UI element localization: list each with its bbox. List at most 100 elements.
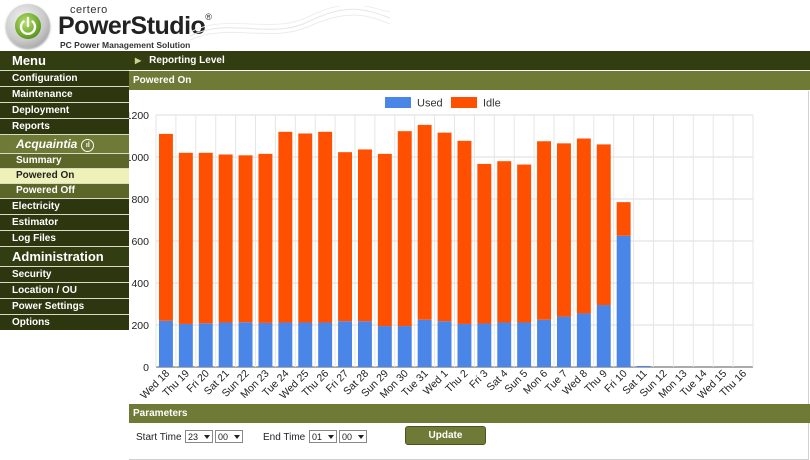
idle-bar [258, 153, 273, 323]
y-tick-label: 0 [143, 362, 149, 374]
y-tick-label: 600 [131, 236, 149, 248]
used-bar [338, 321, 353, 367]
update-button[interactable]: Update [405, 426, 486, 445]
used-bar [616, 235, 631, 367]
idle-bar [218, 154, 233, 323]
parameters-panel: Start Time 23 00 End Time 01 00 Update [129, 423, 809, 460]
idle-bar [377, 153, 392, 327]
used-bar [457, 323, 472, 367]
start-minute-value: 00 [218, 432, 229, 442]
start-minute-select[interactable]: 00 [215, 430, 243, 443]
sidebar-item-power-settings[interactable]: Power Settings [0, 298, 129, 314]
section-title: Powered On [129, 71, 810, 90]
registered-mark: ® [205, 12, 212, 22]
sidebar-item-security[interactable]: Security [0, 266, 129, 282]
used-bar [437, 321, 452, 367]
legend-label-idle: Idle [483, 98, 501, 110]
used-bar [537, 319, 552, 367]
parameters-bar: Parameters [129, 404, 810, 423]
brand-name: PowerStudio® [58, 12, 212, 41]
end-time-label: End Time [263, 432, 306, 443]
idle-bar [537, 141, 552, 320]
used-bar [377, 326, 392, 367]
used-bar [397, 326, 412, 367]
y-tick-label: 1200 [129, 110, 149, 122]
idle-bar [178, 152, 193, 324]
idle-bar [596, 144, 611, 306]
administration-heading: Administration [0, 246, 129, 266]
legend-swatch-used [385, 97, 411, 108]
power-logo-icon [6, 4, 50, 48]
dropdown-arrow-icon [358, 435, 364, 439]
sidebar-item-powered-off[interactable]: Powered Off [0, 183, 129, 198]
main-panel: ▶ Reporting Level Powered On 0 200 400 600 80… [126, 51, 810, 460]
sidebar-item-estimator[interactable]: Estimator [0, 214, 129, 230]
used-bar [178, 323, 193, 367]
x-tick-label: Thu 2 [443, 368, 471, 396]
used-bar [477, 323, 492, 367]
idle-bar [397, 131, 412, 327]
sidebar-item-options[interactable]: Options [0, 314, 129, 330]
used-bar [158, 320, 173, 367]
used-bar [576, 313, 591, 367]
idle-bar [158, 133, 173, 321]
used-bar [556, 316, 571, 367]
used-bar [218, 322, 233, 367]
end-minute-value: 00 [342, 432, 353, 442]
sidebar-item-powered-on[interactable]: Powered On [0, 168, 129, 183]
sidebar-item-log-files[interactable]: Log Files [0, 230, 129, 246]
idle-bar [497, 161, 512, 323]
brand-company: certero [70, 4, 108, 16]
sidebar-item-reports[interactable]: Reports [0, 118, 129, 134]
idle-bar [477, 163, 492, 324]
idle-bar [556, 143, 571, 317]
start-time-label: Start Time [136, 432, 182, 443]
sidebar-item-maintenance[interactable]: Maintenance [0, 86, 129, 102]
dropdown-arrow-icon [328, 435, 334, 439]
parameters-title: Parameters [133, 408, 188, 419]
dropdown-arrow-icon [204, 435, 210, 439]
menu-heading: Menu [0, 51, 129, 70]
sidebar-item-configuration[interactable]: Configuration [0, 70, 129, 86]
idle-bar [576, 138, 591, 314]
legend-label-used: Used [417, 98, 443, 110]
end-hour-select[interactable]: 01 [309, 430, 337, 443]
brand-name-text: PowerStudio [58, 12, 206, 40]
idle-bar [298, 133, 313, 323]
sidebar-item-summary[interactable]: Summary [0, 153, 129, 168]
reporting-level-bar[interactable]: ▶ Reporting Level [129, 51, 810, 70]
used-bar [497, 322, 512, 367]
acquaintia-label: Acquaintia [16, 137, 78, 151]
used-bar [636, 365, 651, 367]
swirl-decoration-icon [190, 6, 390, 41]
used-bar [596, 305, 611, 367]
used-bar [278, 322, 293, 367]
idle-bar [417, 124, 432, 320]
sidebar-item-electricity[interactable]: Electricity [0, 198, 129, 214]
y-tick-label: 800 [131, 194, 149, 206]
y-tick-label: 200 [131, 320, 149, 332]
brand-tagline: PC Power Management Solution [60, 40, 191, 50]
used-bar [298, 322, 313, 367]
start-hour-select[interactable]: 23 [185, 430, 213, 443]
app-header: certero PowerStudio® PC Power Management… [0, 0, 810, 50]
used-bar [198, 323, 213, 367]
end-minute-select[interactable]: 00 [339, 430, 367, 443]
reporting-level-label: Reporting Level [149, 55, 225, 66]
sidebar-group-acquaintia[interactable]: Acquaintia ıl [0, 134, 129, 153]
start-hour-value: 23 [188, 432, 199, 442]
idle-bar [357, 149, 372, 322]
sidebar-item-location-ou[interactable]: Location / OU [0, 282, 129, 298]
used-bar [318, 322, 333, 367]
y-tick-label: 400 [131, 278, 149, 290]
idle-bar [238, 155, 253, 323]
end-hour-value: 01 [312, 432, 323, 442]
used-bar [517, 322, 532, 367]
sidebar: Menu Configuration Maintenance Deploymen… [0, 51, 129, 330]
sidebar-item-deployment[interactable]: Deployment [0, 102, 129, 118]
dropdown-arrow-icon [234, 435, 240, 439]
y-tick-label: 1000 [129, 152, 149, 164]
idle-bar [457, 140, 472, 324]
